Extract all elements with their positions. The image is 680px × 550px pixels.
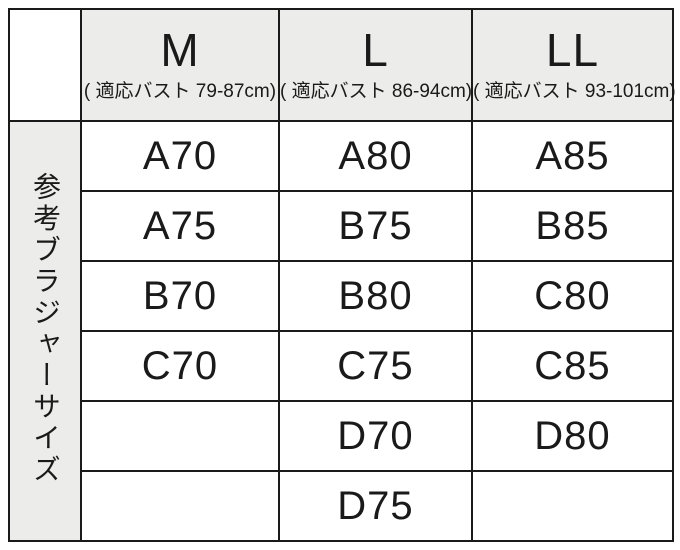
size-cell: A70 bbox=[80, 120, 280, 192]
size-cell: B75 bbox=[278, 190, 473, 262]
table-row: C70 C75 C85 bbox=[9, 330, 674, 402]
size-cell bbox=[80, 400, 280, 472]
corner-cell bbox=[8, 8, 82, 122]
size-cell: D80 bbox=[471, 400, 674, 472]
size-label-l: L bbox=[362, 24, 389, 77]
bra-size-chart-table: M ( 適応バスト 79-87cm) L ( 適応バスト 86-94cm) LL… bbox=[8, 8, 676, 542]
column-header-l: L ( 適応バスト 86-94cm) bbox=[278, 8, 473, 122]
size-cell: D70 bbox=[278, 400, 473, 472]
table-row: D75 bbox=[9, 470, 674, 542]
bust-range-label-l: ( 適応バスト 86-94cm) bbox=[280, 80, 473, 102]
size-cell: C80 bbox=[471, 260, 674, 332]
size-cell bbox=[80, 470, 280, 542]
table-row: D70 D80 bbox=[9, 400, 674, 472]
size-cell: A75 bbox=[80, 190, 280, 262]
table-row: B70 B80 C80 bbox=[9, 260, 674, 332]
size-label-ll: LL bbox=[545, 24, 600, 77]
size-cell: D75 bbox=[278, 470, 473, 542]
size-cell: B85 bbox=[471, 190, 674, 262]
size-cell: C85 bbox=[471, 330, 674, 402]
size-cell: A80 bbox=[278, 120, 473, 192]
size-cell: C70 bbox=[80, 330, 280, 402]
table-row: 参考ブラジャーサイズ A70 A80 A85 bbox=[8, 120, 674, 542]
column-header-ll: LL ( 適応バスト 93-101cm) bbox=[471, 8, 676, 122]
bust-range-label-ll: ( 適応バスト 93-101cm) bbox=[473, 80, 676, 102]
size-cell: B80 bbox=[278, 260, 473, 332]
table-header-row: M ( 適応バスト 79-87cm) L ( 適応バスト 86-94cm) LL… bbox=[8, 8, 676, 122]
table-row: A75 B75 B85 bbox=[9, 190, 674, 262]
size-label-m: M bbox=[160, 24, 200, 77]
row-group-header: 参考ブラジャーサイズ bbox=[8, 120, 82, 542]
size-cell: A85 bbox=[471, 120, 674, 192]
size-cell bbox=[471, 470, 674, 542]
size-cell: B70 bbox=[80, 260, 280, 332]
bust-range-label-m: ( 適応バスト 79-87cm) bbox=[83, 80, 277, 102]
column-header-m: M ( 適応バスト 79-87cm) bbox=[80, 8, 280, 122]
size-cell: C75 bbox=[278, 330, 473, 402]
row-group-vertical-label: 参考ブラジャーサイズ bbox=[30, 171, 61, 486]
